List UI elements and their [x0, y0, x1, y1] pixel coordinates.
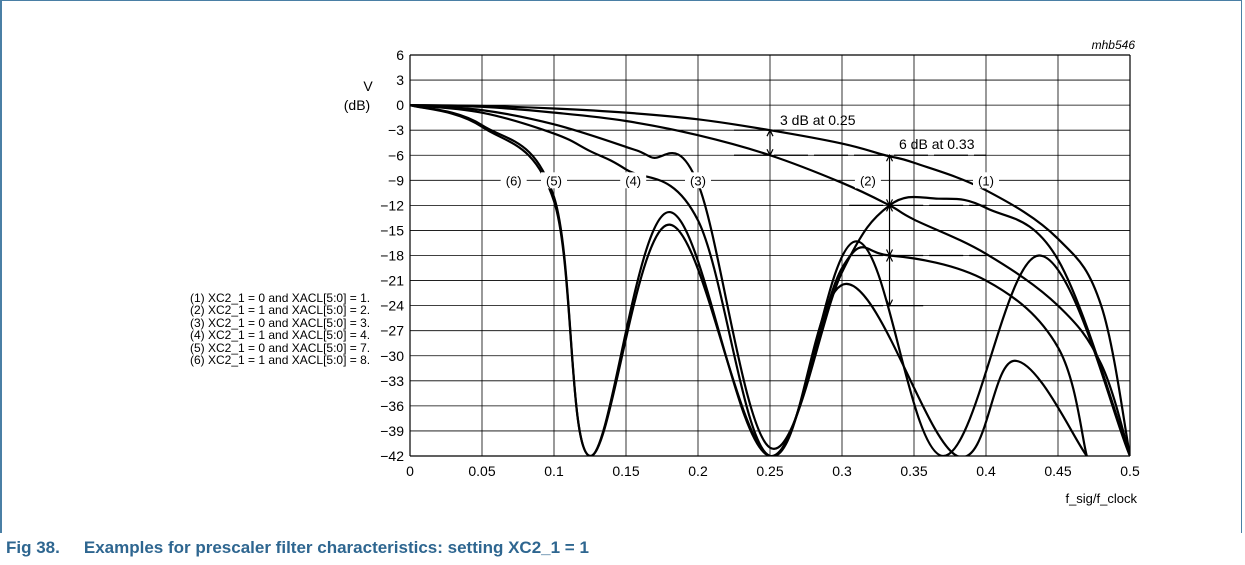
y-tick-label: −15 [380, 222, 404, 238]
y-tick-label: 0 [396, 97, 404, 113]
y-tick-label: −9 [388, 172, 404, 188]
x-tick-label: 0.15 [612, 463, 639, 479]
y-axis-label-db: (dB) [344, 97, 370, 113]
y-tick-label: −42 [380, 448, 404, 464]
y-tick-label: −27 [380, 323, 404, 339]
y-tick-label: −36 [380, 398, 404, 414]
legend-item: (1) XC2_1 = 0 and XACL[5:0] = 1. [190, 291, 371, 305]
y-tick-label: −21 [380, 273, 404, 289]
y-tick-label: −6 [388, 147, 404, 163]
x-tick-label: 0.05 [468, 463, 495, 479]
x-tick-label: 0.25 [756, 463, 783, 479]
y-tick-label: −3 [388, 122, 404, 138]
y-tick-labels: 6 3 0 −3 −6 −9 −12 −15 −18 −21 −24 −27 −30 −33 −36 −39 −… [380, 47, 404, 464]
chart-curves [410, 104, 1130, 456]
x-tick-label: 0.3 [832, 463, 852, 479]
curve-label-bg [685, 172, 711, 189]
legend-item: (2) XC2_1 = 1 and XACL[5:0] = 2. [190, 303, 371, 318]
x-tick-label: 0.5 [1120, 463, 1140, 479]
figure-title: Examples for prescaler filter characteri… [83, 538, 589, 557]
y-axis-label-v: V [363, 78, 373, 94]
y-tick-label: −24 [380, 298, 404, 314]
curve-label: (2) [860, 173, 876, 188]
figure-frame [0, 0, 1242, 533]
y-tick-label: −33 [380, 373, 404, 389]
curve-label: (1) [978, 173, 994, 188]
annotation-6db: 6 dB at 0.33 [899, 136, 975, 152]
x-tick-label: 0 [406, 463, 414, 479]
x-tick-label: 0.35 [900, 463, 927, 479]
figure-id-tag: mhb546 [1092, 38, 1136, 52]
series-line-2 [410, 104, 1130, 456]
x-tick-labels: 0 0.05 0.1 0.15 0.2 0.25 0.3 0.35 0.4 0.45 0.5 [406, 463, 1140, 479]
curve-label: (4) [625, 173, 641, 188]
legend-item: (6) XC2_1 = 1 and XACL[5:0] = 8. [190, 353, 371, 368]
x-tick-label: 0.45 [1044, 463, 1071, 479]
figure-frame-left-border [0, 0, 2, 533]
y-tick-label: −18 [380, 248, 404, 264]
x-tick-label: 0.1 [544, 463, 564, 479]
y-tick-label: −12 [380, 197, 404, 213]
figure-caption: Fig 38. Examples for prescaler filter cha… [6, 538, 613, 558]
legend-item: (4) XC2_1 = 1 and XACL[5:0] = 4. [190, 328, 371, 343]
y-tick-label: 6 [396, 47, 404, 63]
x-tick-label: 0.4 [976, 463, 996, 479]
y-tick-label: −30 [380, 348, 404, 364]
curve-label: (5) [546, 173, 562, 188]
y-tick-label: −39 [380, 423, 404, 439]
x-axis-label: f_sig/f_clock [1065, 491, 1137, 506]
x-tick-label: 0.2 [688, 463, 708, 479]
series-line-3 [410, 104, 1130, 456]
series-line-1 [410, 104, 1130, 456]
figure-legend: (1) XC2_1 = 0 and XACL[5:0] = 1. (2) XC2… [190, 291, 371, 368]
curve-label-bg [541, 172, 567, 189]
curve-label-bg [500, 172, 527, 189]
curve-labels: (6) (5) (4) (3) (2) (1) [500, 172, 999, 189]
legend-item: (3) XC2_1 = 0 and XACL[5:0] = 3. [190, 315, 371, 330]
curve-label: (6) [506, 173, 522, 188]
curve-label: (3) [690, 173, 706, 188]
curve-label-bg [854, 172, 881, 189]
curve-label-bg [620, 172, 647, 189]
legend-item: (5) XC2_1 = 0 and XACL[5:0] = 7. [190, 340, 371, 355]
annotation-3db: 3 dB at 0.25 [780, 112, 856, 128]
y-tick-label: 3 [396, 72, 404, 88]
series-line-6 [410, 104, 1088, 456]
figure-number: Fig 38. [6, 538, 60, 557]
curve-label-bg [973, 172, 999, 189]
